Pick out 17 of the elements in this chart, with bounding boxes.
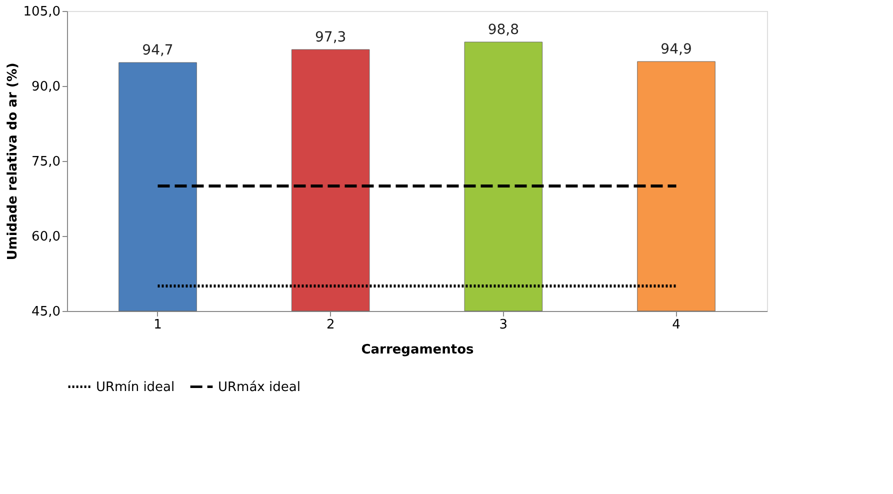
y-tick-label: 90,0: [32, 80, 60, 94]
y-tick-label: 60,0: [32, 230, 60, 244]
x-tick-label: 4: [672, 318, 680, 332]
legend-label: URmáx ideal: [218, 380, 300, 395]
data-label: 94,7: [142, 42, 174, 58]
y-tick-label: 75,0: [32, 154, 60, 170]
data-label: 97,3: [314, 30, 346, 46]
x-tick-label: 3: [499, 318, 508, 332]
x-tick-label: 1: [154, 318, 162, 332]
y-tick-label: 105,0: [23, 4, 60, 20]
y-axis-title: Umidade relativa do ar (%): [5, 62, 20, 260]
x-tick-label: 2: [326, 318, 335, 332]
x-axis-title: Carregamentos: [361, 342, 474, 358]
data-label: 98,8: [488, 22, 520, 38]
y-tick-label: 45,0: [32, 304, 60, 320]
data-label: 94,9: [660, 42, 692, 58]
legend-label: URmín ideal: [96, 380, 175, 395]
